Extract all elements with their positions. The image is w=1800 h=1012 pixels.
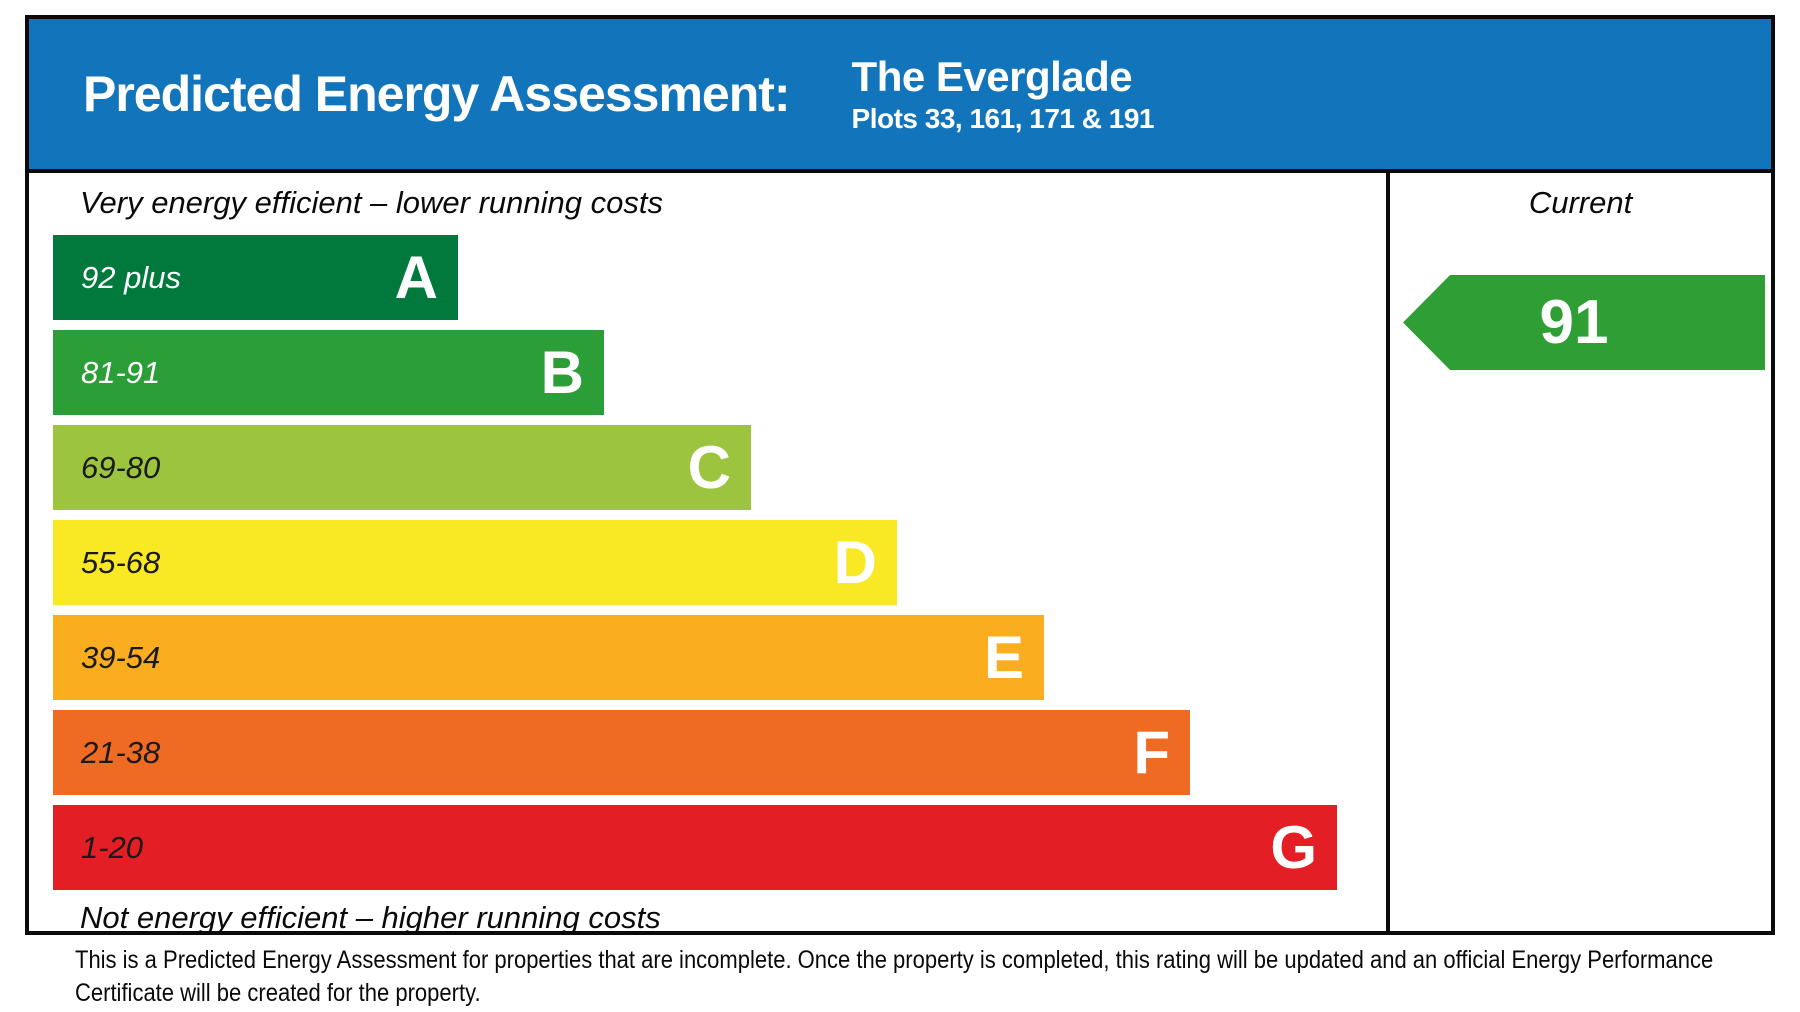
- header: Predicted Energy Assessment: The Evergla…: [29, 19, 1771, 173]
- epc-bands: 92 plus A 81-91 B 69-80 C 55-68 D 39-54 E 21-38 F 1-…: [29, 235, 1386, 890]
- band-letter: C: [687, 433, 731, 501]
- footer-disclaimer: This is a Predicted Energy Assessment fo…: [75, 946, 1714, 1007]
- property-info: The Everglade Plots 33, 161, 171 & 191: [851, 52, 1155, 135]
- current-column-header: Current: [1528, 185, 1633, 220]
- epc-band-bar-c: 69-80 C: [53, 425, 751, 510]
- current-rating-panel: Current 91: [1386, 173, 1771, 931]
- epc-band-bar-d: 55-68 D: [53, 520, 897, 605]
- epc-band-f: 21-38 F: [53, 710, 1386, 795]
- property-plots: Plots 33, 161, 171 & 191: [851, 102, 1155, 134]
- band-letter: D: [833, 528, 877, 596]
- epc-band-bar-f: 21-38 F: [53, 710, 1190, 795]
- epc-band-c: 69-80 C: [53, 425, 1386, 510]
- epc-band-e: 39-54 E: [53, 615, 1386, 700]
- epc-band-bar-b: 81-91 B: [53, 330, 604, 415]
- epc-band-d: 55-68 D: [53, 520, 1386, 605]
- band-letter: B: [540, 338, 584, 406]
- epc-band-a: 92 plus A: [53, 235, 1386, 320]
- epc-band-g: 1-20 G: [53, 805, 1386, 890]
- epc-band-bar-g: 1-20 G: [53, 805, 1337, 890]
- epc-band-bar-e: 39-54 E: [53, 615, 1044, 700]
- band-range-label: 1-20: [81, 829, 144, 865]
- bottom-caption: Not energy efficient – higher running co…: [80, 900, 661, 935]
- band-letter: A: [394, 243, 438, 311]
- band-letter: E: [983, 623, 1024, 691]
- rating-scale-panel: Very energy efficient – lower running co…: [29, 173, 1386, 935]
- chart-area: Very energy efficient – lower running co…: [29, 173, 1771, 935]
- band-letter: F: [1133, 718, 1170, 786]
- property-name: The Everglade: [851, 52, 1133, 100]
- band-range-label: 39-54: [81, 639, 161, 675]
- band-range-label: 55-68: [81, 544, 161, 580]
- epc-band-b: 81-91 B: [53, 330, 1386, 415]
- epc-certificate: Predicted Energy Assessment: The Evergla…: [25, 15, 1775, 935]
- band-range-label: 69-80: [81, 449, 161, 485]
- page-title: Predicted Energy Assessment:: [83, 66, 791, 122]
- current-rating-arrow: 91: [1403, 275, 1765, 370]
- band-range-label: 92 plus: [81, 259, 181, 295]
- current-rating-value: 91: [1539, 288, 1609, 357]
- top-caption: Very energy efficient – lower running co…: [80, 185, 663, 220]
- band-range-label: 21-38: [81, 734, 161, 770]
- epc-band-bar-a: 92 plus A: [53, 235, 458, 320]
- band-letter: G: [1270, 813, 1317, 881]
- band-range-label: 81-91: [81, 354, 161, 390]
